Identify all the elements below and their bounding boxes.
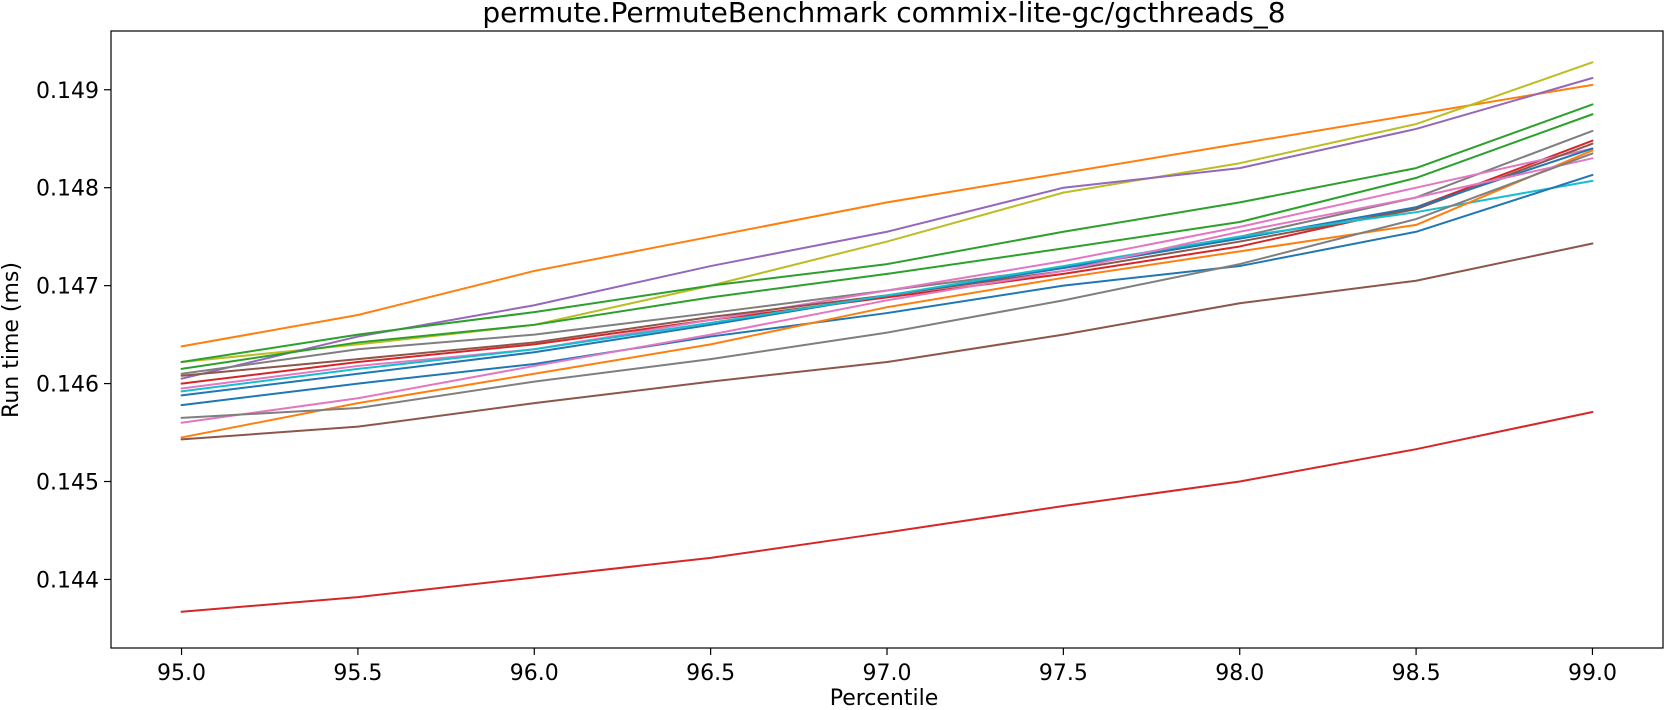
series-line-1 — [180, 83, 1594, 348]
series-line-6 — [180, 129, 1594, 375]
x-tick-label: 97.0 — [863, 661, 912, 686]
x-tick-label: 95.0 — [157, 661, 206, 686]
x-tick-label: 98.0 — [1215, 661, 1264, 686]
series-line-12 — [180, 173, 1594, 407]
x-axis: 95.0 95.5 96.0 96.5 97.0 97.5 98.0 98.5 99.0 — [157, 648, 1617, 686]
x-axis-label: Percentile — [830, 686, 939, 710]
series-line-15 — [180, 152, 1594, 419]
x-tick-label: 98.5 — [1392, 661, 1441, 686]
y-tick-label: 0.147 — [36, 275, 99, 300]
x-tick-label: 96.0 — [510, 661, 559, 686]
y-axis-label: Run time (ms) — [0, 262, 24, 418]
series-line-14 — [180, 157, 1594, 424]
x-tick-label: 97.5 — [1039, 661, 1088, 686]
series-line-13 — [180, 149, 1594, 439]
series-line-5 — [180, 113, 1594, 370]
x-tick-label: 99.0 — [1568, 661, 1617, 686]
y-axis: 0.144 0.145 0.146 0.147 0.148 0.149 — [36, 79, 111, 593]
series-layer — [180, 61, 1594, 613]
series-line-4 — [180, 103, 1594, 364]
x-tick-label: 96.5 — [686, 661, 735, 686]
series-line-11 — [180, 179, 1594, 393]
x-tick-label: 95.5 — [333, 661, 382, 686]
y-tick-label: 0.146 — [36, 373, 99, 398]
series-line-8 — [180, 147, 1594, 390]
y-tick-label: 0.145 — [36, 471, 99, 496]
y-tick-label: 0.149 — [36, 79, 99, 104]
series-line-2 — [180, 61, 1594, 364]
y-tick-label: 0.144 — [36, 568, 99, 593]
series-line-17 — [180, 410, 1594, 613]
y-tick-label: 0.148 — [36, 177, 99, 202]
series-line-16 — [180, 242, 1594, 441]
chart-title: permute.PermuteBenchmark commix-lite-gc/… — [482, 0, 1285, 29]
